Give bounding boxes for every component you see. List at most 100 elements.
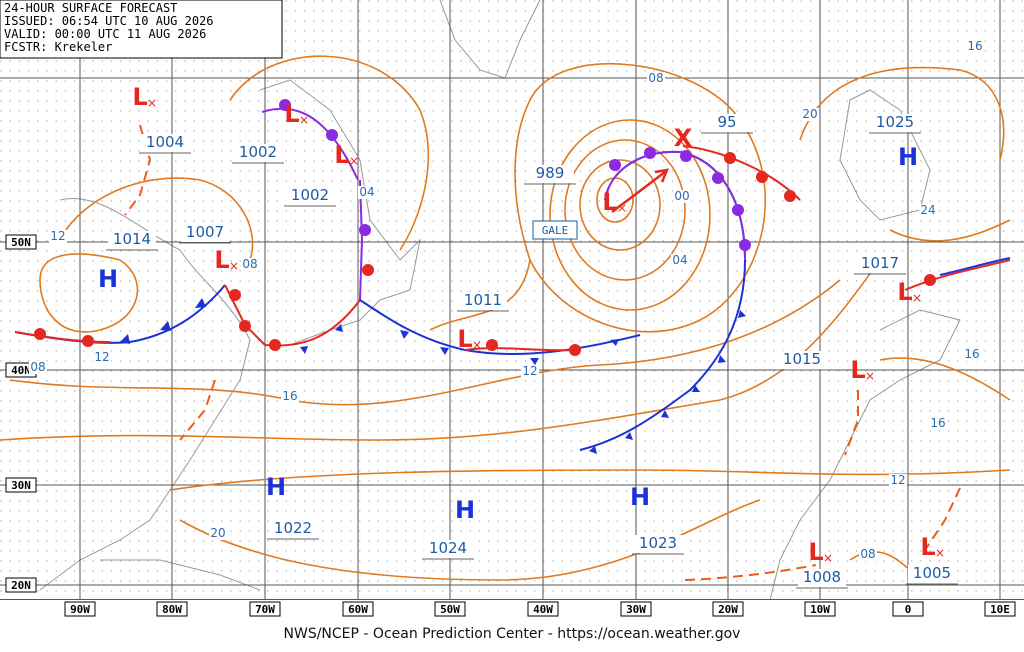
isobar-label: 08: [242, 257, 257, 271]
fronts: [14, 107, 1011, 581]
lon-label-bg: [156, 601, 188, 617]
value-bg: [424, 540, 472, 558]
lon-label: 10E: [990, 603, 1010, 616]
isobar-label: 12: [522, 364, 537, 378]
center-x: ×: [935, 546, 945, 560]
pressure-value: 1024: [429, 539, 467, 557]
isobar-label: 16: [282, 389, 297, 403]
center-symbol: L: [920, 533, 935, 561]
isobar-label: 08: [648, 71, 663, 85]
pressure-value: 989: [536, 164, 565, 182]
isobar-label: 08: [860, 547, 875, 561]
isobar-label-bg: [49, 230, 67, 243]
pressure-value: 1007: [186, 223, 224, 241]
isobar-label: 16: [964, 347, 979, 361]
center-x: ×: [865, 369, 875, 383]
center-symbol: H: [266, 473, 286, 501]
center-symbol: X: [674, 124, 693, 152]
pressure-value: 1005: [913, 564, 951, 582]
isobar-label-bg: [671, 254, 689, 267]
occluded-front-markers: [279, 99, 751, 251]
lon-label-bg: [984, 601, 1016, 617]
center-x: ×: [912, 291, 922, 305]
lat-label: 30N: [11, 479, 31, 492]
lon-label: 80W: [162, 603, 182, 616]
header-line: FCSTR: Krekeler: [4, 40, 112, 54]
value-bg: [634, 535, 682, 553]
coastlines: [39, 0, 961, 601]
center-x: ×: [823, 551, 833, 565]
isobar-label-bg: [647, 72, 665, 85]
center-symbol: H: [455, 496, 475, 524]
isobar-label-bg: [859, 548, 877, 561]
lon-label: 0: [905, 603, 912, 616]
header-box: [0, 0, 283, 59]
lon-label: 20W: [718, 603, 738, 616]
lat-label-bg: [5, 577, 37, 593]
header-line: 24-HOUR SURFACE FORECAST: [4, 1, 177, 15]
lon-label: 50W: [440, 603, 460, 616]
center-symbol: H: [898, 143, 918, 171]
value-bg: [108, 231, 156, 249]
isobar-label-bg: [281, 390, 299, 403]
center-symbol: L: [132, 83, 147, 111]
pressure-value: 1002: [291, 186, 329, 204]
lat-lon-grid: [0, 0, 1024, 601]
lon-label: 30W: [626, 603, 646, 616]
value-bg: [181, 224, 229, 242]
lon-label-bg: [249, 601, 281, 617]
lon-labels: 90W 80W 70W 60W 50W 40W 30W 20W 10W 0 10E: [64, 601, 1016, 617]
isobar-label: 04: [672, 253, 687, 267]
footer: NWS/NCEP - Ocean Prediction Center - htt…: [284, 626, 741, 642]
isobar-label-bg: [966, 40, 984, 53]
value-bg: [778, 351, 826, 369]
warm-front-markers: [34, 152, 936, 356]
pressure-value: 1014: [113, 230, 151, 248]
lon-label-bg: [64, 601, 96, 617]
lon-label-bg: [527, 601, 559, 617]
lon-label-bg: [712, 601, 744, 617]
isobar-label: 16: [930, 416, 945, 430]
lat-label: 50N: [11, 236, 31, 249]
center-symbol: H: [630, 483, 650, 511]
pressure-value: 1025: [876, 113, 914, 131]
value-bg: [269, 520, 317, 538]
center-x: ×: [299, 113, 309, 127]
isobar-label-bg: [801, 108, 819, 121]
value-bg: [871, 114, 919, 132]
center-symbol: L: [897, 278, 912, 306]
lon-label: 10W: [810, 603, 830, 616]
dotted-grid: [0, 0, 1024, 600]
header-line: ISSUED: 06:54 UTC 10 AUG 2026: [4, 14, 214, 28]
lat-label-bg: [5, 234, 37, 250]
pressure-value: 95: [717, 113, 736, 131]
isobar-label: 24: [920, 203, 935, 217]
value-bg: [459, 292, 507, 310]
gale-box: [532, 220, 578, 240]
pressure-value: 1017: [861, 254, 899, 272]
center-symbol: H: [98, 265, 118, 293]
lon-label-bg: [342, 601, 374, 617]
lon-label-bg: [892, 601, 924, 617]
center-symbol: L: [457, 325, 472, 353]
center-symbol: L: [334, 141, 349, 169]
center-x: ×: [472, 338, 482, 352]
isobar-label: 08: [30, 360, 45, 374]
lon-label-bg: [804, 601, 836, 617]
isobar-label: 12: [890, 473, 905, 487]
center-x: ×: [617, 201, 627, 215]
center-symbol: L: [808, 538, 823, 566]
value-bg: [141, 134, 189, 152]
center-x: ×: [229, 259, 239, 273]
lat-label: 40N: [11, 364, 31, 377]
center-symbol: L: [850, 356, 865, 384]
isobar-label-bg: [919, 204, 937, 217]
value-bg: [286, 187, 334, 205]
center-symbol: L: [602, 188, 617, 216]
lon-label-bg: [434, 601, 466, 617]
isobar-label-bg: [673, 190, 691, 203]
isobar-label: 20: [210, 526, 225, 540]
center-symbol: L: [284, 100, 299, 128]
